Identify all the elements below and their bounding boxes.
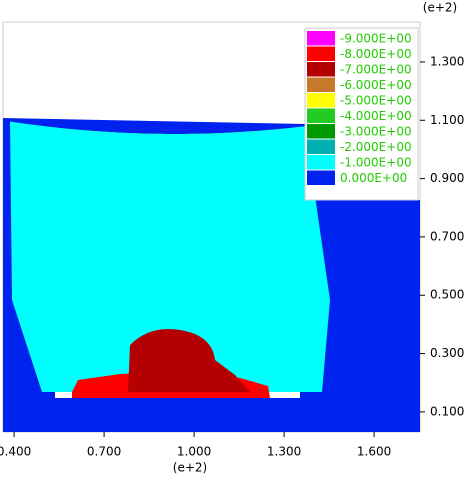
legend-swatch xyxy=(307,31,335,46)
legend-label: -8.000E+00 xyxy=(340,47,412,61)
x-tick-label: 1.000 xyxy=(177,445,211,459)
contour xyxy=(72,329,270,398)
legend-swatch xyxy=(307,170,335,185)
legend-label: -5.000E+00 xyxy=(340,93,412,107)
legend-label: -2.000E+00 xyxy=(340,140,412,154)
legend-swatch xyxy=(307,46,335,61)
contour-band xyxy=(10,121,330,392)
y-tick-label: 0.900 xyxy=(430,171,464,185)
legend-label: -6.000E+00 xyxy=(340,78,412,92)
y-axis-label: (e+2) xyxy=(423,1,457,15)
legend-label: -3.000E+00 xyxy=(340,124,412,138)
legend-swatch xyxy=(307,62,335,77)
legend-label: 0.000E+00 xyxy=(340,171,407,185)
x-axis-label: (e+2) xyxy=(173,461,207,475)
legend-label: -1.000E+00 xyxy=(340,155,412,169)
contour-band xyxy=(128,329,250,392)
y-tick-label: 1.300 xyxy=(430,54,464,68)
legend-label: -9.000E+00 xyxy=(340,31,412,45)
y-tick-label: 0.100 xyxy=(430,404,464,418)
legend-swatch xyxy=(307,124,335,139)
x-tick-label: 1.600 xyxy=(357,445,391,459)
x-tick-label: 0.400 xyxy=(0,445,31,459)
x-tick-label: 1.300 xyxy=(267,445,301,459)
legend-label: -4.000E+00 xyxy=(340,109,412,123)
y-tick-label: 1.100 xyxy=(430,113,464,127)
x-tick-label: 0.700 xyxy=(87,445,121,459)
y-tick-label: 0.500 xyxy=(430,288,464,302)
y-tick-label: 0.700 xyxy=(430,229,464,243)
legend-swatch xyxy=(307,155,335,170)
legend-swatch xyxy=(307,108,335,123)
y-tick-label: 0.300 xyxy=(430,346,464,360)
legend-label: -7.000E+00 xyxy=(340,62,412,76)
legend-swatch xyxy=(307,77,335,92)
legend-swatch xyxy=(307,93,335,108)
legend-swatch xyxy=(307,139,335,154)
